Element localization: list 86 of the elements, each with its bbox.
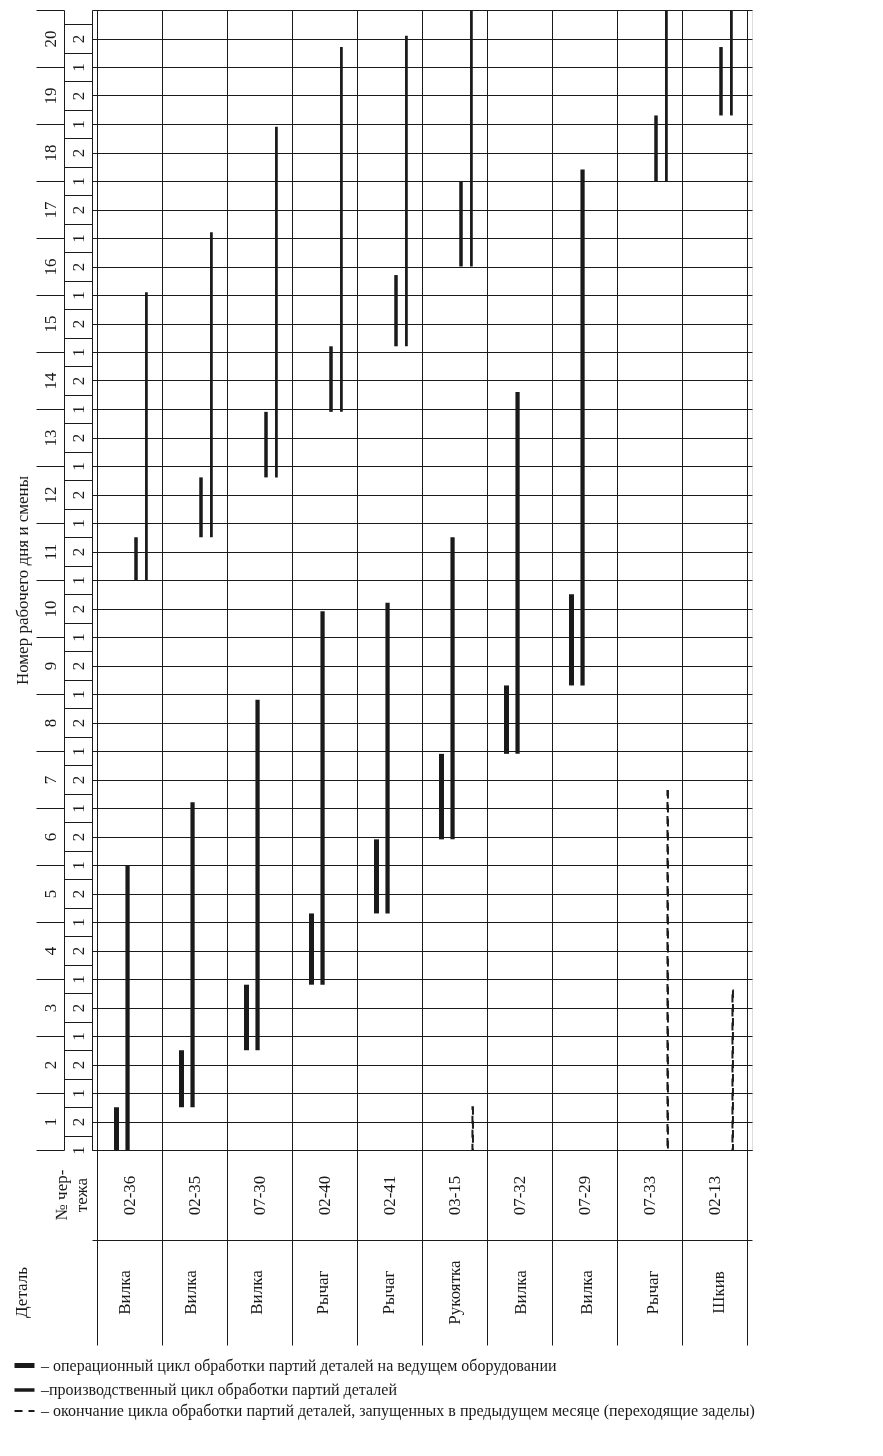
category-label: 1: [68, 1089, 88, 1098]
category-label: 2: [68, 91, 88, 101]
category-label: 2: [68, 889, 88, 899]
text: Вилка: [115, 1269, 134, 1315]
category-label: 1: [68, 348, 88, 357]
category-label: 2: [68, 433, 88, 443]
y-tick-label: 5: [40, 889, 60, 899]
x-tick-label: 02-13: [705, 1175, 724, 1216]
legend-label: – операционный цикл обработки партий деталей на ведущем оборудовании: [40, 1356, 557, 1375]
y-tick-label: 2: [40, 1060, 60, 1070]
x-tick-label: 02-36: [120, 1175, 139, 1216]
y-tick-label: 9: [40, 661, 60, 671]
x-tick-label: 02-40: [315, 1175, 334, 1216]
x-tick-label: 02-41: [380, 1175, 399, 1216]
x-tick-label: 07-32: [510, 1175, 529, 1216]
category-label: 1: [68, 177, 88, 186]
category-label: 2: [68, 1060, 88, 1070]
category-label: 2: [68, 547, 88, 557]
category-label: 2: [68, 604, 88, 614]
category-label: 2: [68, 718, 88, 728]
y-tick-label: 4: [40, 946, 60, 956]
text: Рычаг: [379, 1270, 398, 1315]
category-label: 1: [68, 747, 88, 756]
category-label: 1: [68, 633, 88, 642]
y-tick-label: 3: [40, 1003, 60, 1013]
category-label: 1: [68, 975, 88, 984]
x-tick-label: 03-15: [445, 1175, 464, 1216]
text: Рычаг: [643, 1270, 662, 1315]
y-tick-label: 18: [40, 144, 60, 162]
text: Шкив: [709, 1271, 728, 1314]
text: Вилка: [577, 1269, 596, 1315]
category-label: 1: [68, 234, 88, 243]
text: Вилка: [181, 1269, 200, 1315]
category-label: 2: [68, 1117, 88, 1127]
category-label: 2: [68, 946, 88, 956]
category-label: 1: [68, 462, 88, 471]
y-tick-label: 14: [40, 372, 60, 390]
y-tick-label: 15: [40, 315, 60, 333]
category-label: 2: [68, 1003, 88, 1013]
category-label: 1: [68, 690, 88, 699]
y-tick-label: 11: [40, 543, 60, 561]
legend-label: –производственный цикл обработки партий деталей: [40, 1381, 398, 1399]
x-tick-label: 07-30: [250, 1175, 269, 1216]
y-tick-label: 6: [40, 832, 60, 842]
y-tick-label: 16: [40, 258, 60, 276]
category-label: 2: [68, 262, 88, 272]
category-label: 2: [68, 148, 88, 158]
category-label: 2: [68, 490, 88, 500]
y-tick-label: 8: [40, 718, 60, 728]
category-label: 1: [68, 918, 88, 927]
text: Рукоятка: [445, 1259, 464, 1325]
y-tick-label: 19: [40, 87, 60, 105]
category-label: 2: [68, 832, 88, 842]
category-label: 2: [68, 205, 88, 215]
category-label: 2: [68, 661, 88, 671]
legend-label: – окончание цикла обработки партий деталей, запущенных в предыдущем месяце (переходящие заделы): [40, 1402, 755, 1420]
y-tick-label: 17: [40, 201, 60, 219]
category-label: 1: [68, 519, 88, 528]
y-tick-label: 13: [40, 429, 60, 447]
y-tick-label: 10: [40, 600, 60, 618]
category-label: 1: [68, 1032, 88, 1041]
category-label: 2: [68, 34, 88, 44]
x-tick-label: 07-33: [640, 1175, 659, 1216]
y-tick-label: 1: [40, 1117, 60, 1127]
x-tick-label: 07-29: [575, 1175, 594, 1216]
category-label: 1: [68, 291, 88, 300]
text: Вилка: [247, 1269, 266, 1315]
x-tick-label: 02-35: [185, 1175, 204, 1216]
category-label: 1: [68, 861, 88, 870]
text: Рычаг: [313, 1270, 332, 1315]
y-tick-label: 20: [40, 30, 60, 48]
category-label: 2: [68, 319, 88, 329]
category-label: 2: [68, 775, 88, 785]
category-label: 1: [68, 804, 88, 813]
text: Деталь: [12, 1266, 31, 1318]
category-label: 1: [68, 63, 88, 72]
category-label: 1: [68, 1146, 88, 1155]
category-label: 1: [68, 576, 88, 585]
y-tick-label: 12: [40, 486, 60, 504]
text: Вилка: [511, 1269, 530, 1315]
y-tick-label: 7: [40, 775, 60, 785]
text: № чер- тежа: [52, 1169, 91, 1221]
category-label: 1: [68, 405, 88, 414]
category-label: 2: [68, 376, 88, 386]
category-label: 1: [68, 120, 88, 129]
y-axis-title: Номер рабочего дня и смены: [12, 475, 32, 686]
